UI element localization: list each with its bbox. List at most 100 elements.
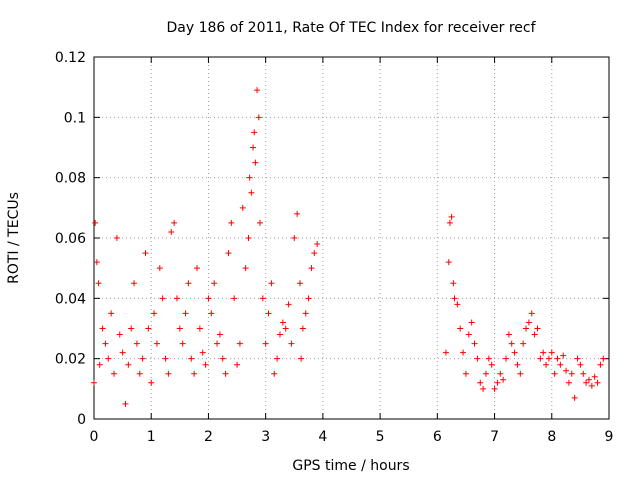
data-point xyxy=(252,159,259,166)
data-point xyxy=(122,400,129,407)
x-tick-label: 7 xyxy=(490,429,499,445)
data-point xyxy=(125,361,132,368)
x-tick-label: 9 xyxy=(605,429,614,445)
data-point xyxy=(145,325,152,332)
data-point xyxy=(173,295,180,302)
data-point xyxy=(234,361,241,368)
data-point xyxy=(168,228,175,235)
data-point xyxy=(450,280,457,287)
data-point xyxy=(239,204,246,211)
data-point xyxy=(454,301,461,308)
data-point xyxy=(182,310,189,317)
data-point xyxy=(96,361,103,368)
x-tick-label: 0 xyxy=(90,429,99,445)
data-point xyxy=(565,379,572,386)
data-point xyxy=(471,340,478,347)
data-point xyxy=(202,361,209,368)
data-point xyxy=(551,370,558,377)
data-point xyxy=(148,379,155,386)
data-point xyxy=(291,235,298,241)
data-point xyxy=(465,331,472,338)
data-point xyxy=(128,325,135,332)
data-point xyxy=(531,331,538,338)
data-points xyxy=(91,87,607,407)
data-point xyxy=(302,310,309,317)
data-point xyxy=(250,144,257,151)
data-point xyxy=(474,355,481,362)
y-tick-label: 0.08 xyxy=(55,171,86,187)
data-point xyxy=(179,340,186,347)
data-point xyxy=(282,325,289,332)
data-point xyxy=(442,349,449,356)
data-point xyxy=(165,370,172,377)
data-point xyxy=(534,325,541,332)
data-point xyxy=(480,385,487,392)
data-point xyxy=(95,280,102,287)
data-point xyxy=(242,265,249,272)
data-point xyxy=(265,310,272,317)
data-point xyxy=(91,379,97,386)
data-point xyxy=(574,355,581,362)
data-point xyxy=(462,370,469,377)
data-point xyxy=(245,235,252,241)
data-point xyxy=(585,376,592,383)
data-point xyxy=(236,340,243,347)
data-point xyxy=(597,361,604,368)
data-point xyxy=(580,370,587,377)
data-point xyxy=(505,331,512,338)
data-point xyxy=(523,325,530,332)
data-point xyxy=(517,370,524,377)
data-point xyxy=(460,349,467,356)
data-point xyxy=(194,265,200,272)
data-point xyxy=(219,355,226,362)
data-point xyxy=(537,355,544,362)
data-point xyxy=(491,385,498,392)
data-point xyxy=(211,280,218,287)
data-point xyxy=(151,310,158,317)
data-point xyxy=(131,280,138,287)
data-point xyxy=(543,361,550,368)
data-point xyxy=(508,340,515,347)
data-point xyxy=(102,340,109,347)
data-point xyxy=(525,319,532,326)
data-point xyxy=(113,235,120,241)
data-point xyxy=(228,219,235,226)
data-point xyxy=(311,250,318,257)
data-point xyxy=(571,394,578,401)
data-point xyxy=(105,355,112,362)
data-point xyxy=(254,87,261,94)
data-point xyxy=(497,370,504,377)
data-point xyxy=(279,319,286,326)
data-point xyxy=(308,265,315,272)
data-point xyxy=(185,280,192,287)
data-point xyxy=(568,370,575,377)
data-point xyxy=(199,349,206,356)
data-point xyxy=(92,219,99,226)
data-point xyxy=(468,319,475,326)
data-point xyxy=(554,355,561,362)
y-tick-label: 0.06 xyxy=(55,231,86,247)
data-point xyxy=(225,250,232,257)
data-point xyxy=(494,379,501,386)
data-point xyxy=(594,379,601,386)
data-point xyxy=(314,241,321,248)
data-point xyxy=(153,340,160,347)
data-point xyxy=(208,310,215,317)
data-point xyxy=(528,310,535,317)
data-point xyxy=(196,325,203,332)
data-point xyxy=(563,367,570,374)
plot-frame xyxy=(93,56,610,420)
data-point xyxy=(477,379,484,386)
data-point xyxy=(162,355,169,362)
data-point xyxy=(298,355,305,362)
data-point xyxy=(577,361,584,368)
data-point xyxy=(503,355,509,362)
data-point xyxy=(305,295,312,302)
data-point xyxy=(133,340,140,347)
data-point xyxy=(545,355,552,362)
data-point xyxy=(136,370,143,377)
x-tick-label: 8 xyxy=(547,429,556,445)
data-point xyxy=(116,331,123,338)
